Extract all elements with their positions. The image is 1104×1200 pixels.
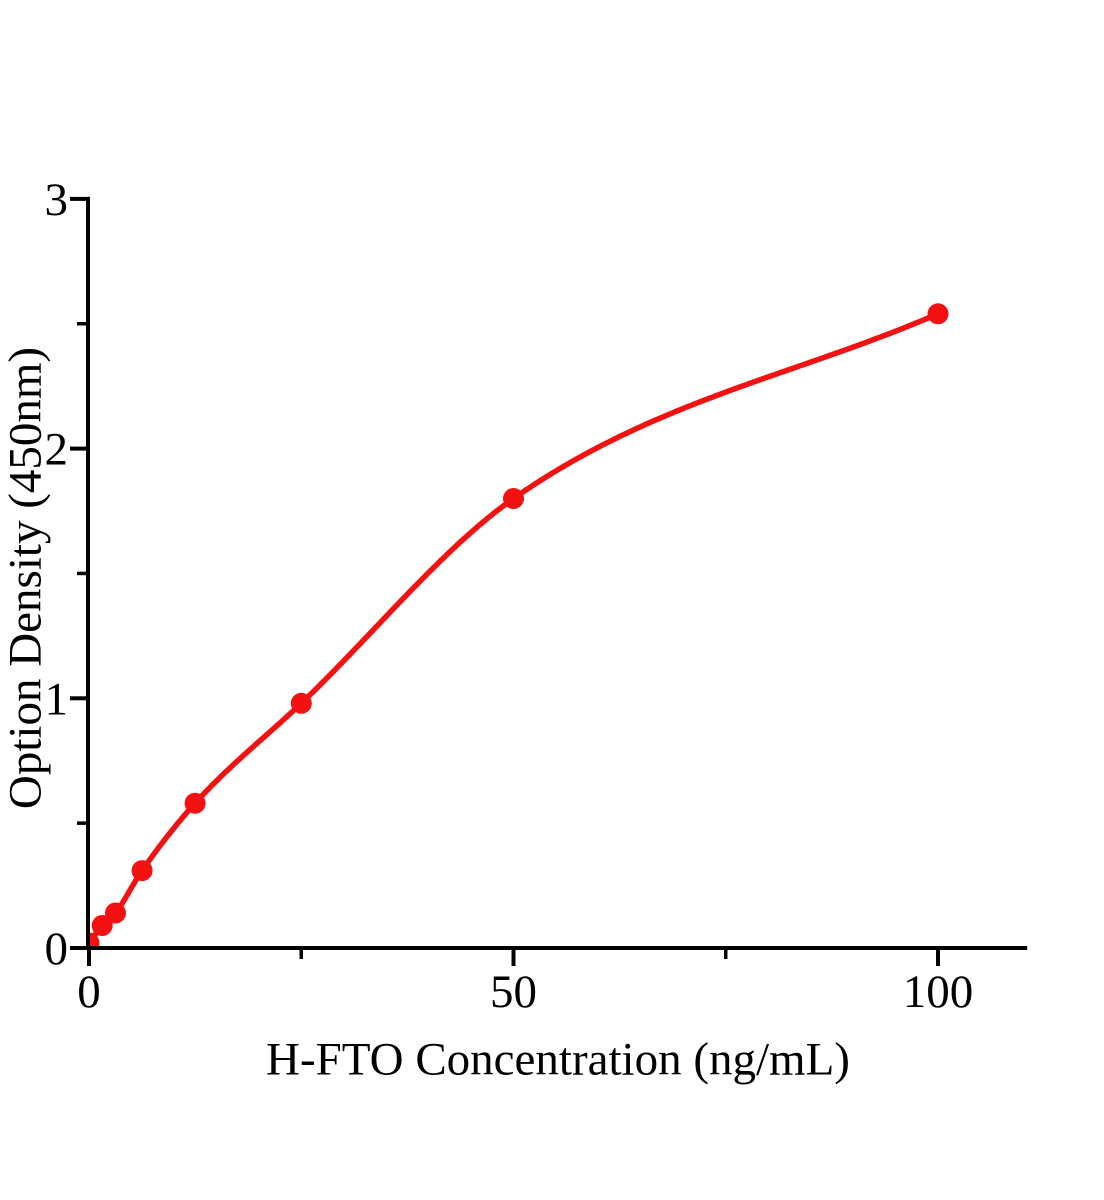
y-tick-label: 0: [45, 923, 69, 975]
data-point: [184, 792, 206, 814]
data-point: [290, 692, 312, 714]
fit-curve: [89, 311, 941, 946]
y-tick-label: 3: [45, 174, 69, 226]
data-point: [503, 488, 524, 509]
data-point: [131, 860, 153, 882]
y-axis-title: Option Density (450nm): [0, 346, 52, 810]
x-tick-label: 100: [903, 966, 974, 1018]
data-point: [89, 932, 100, 946]
x-axis-title: H-FTO Concentration (ng/mL): [266, 1033, 850, 1086]
y-tick-label: 1: [45, 673, 69, 725]
data-point: [105, 902, 126, 924]
y-tick-label: 2: [45, 424, 69, 476]
data-point: [927, 303, 949, 325]
x-tick-label: 0: [77, 966, 101, 1018]
data-point: [91, 915, 113, 936]
data-points: [89, 303, 949, 946]
x-tick-label: 50: [490, 966, 537, 1018]
